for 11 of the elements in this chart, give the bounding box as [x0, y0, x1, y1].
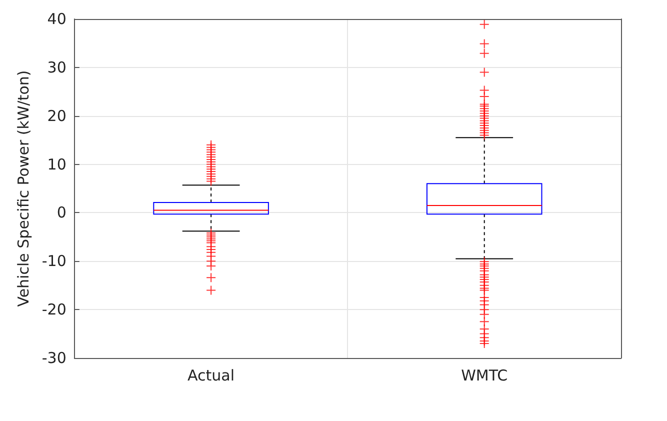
- y-tick-label: 0: [56, 204, 66, 222]
- y-tick-label: 30: [47, 58, 66, 76]
- y-tick-label: -20: [42, 300, 66, 319]
- y-tick-label: 10: [47, 155, 66, 174]
- x-tick-label: WMTC: [461, 366, 508, 384]
- x-tick-label: Actual: [188, 366, 235, 384]
- y-axis-title: Vehicle Specific Power (kW/ton): [14, 70, 32, 307]
- y-tick-label: 40: [47, 10, 66, 28]
- y-tick-label: -30: [42, 349, 66, 367]
- y-tick-label: 20: [47, 106, 66, 125]
- y-tick-label: -10: [42, 252, 66, 270]
